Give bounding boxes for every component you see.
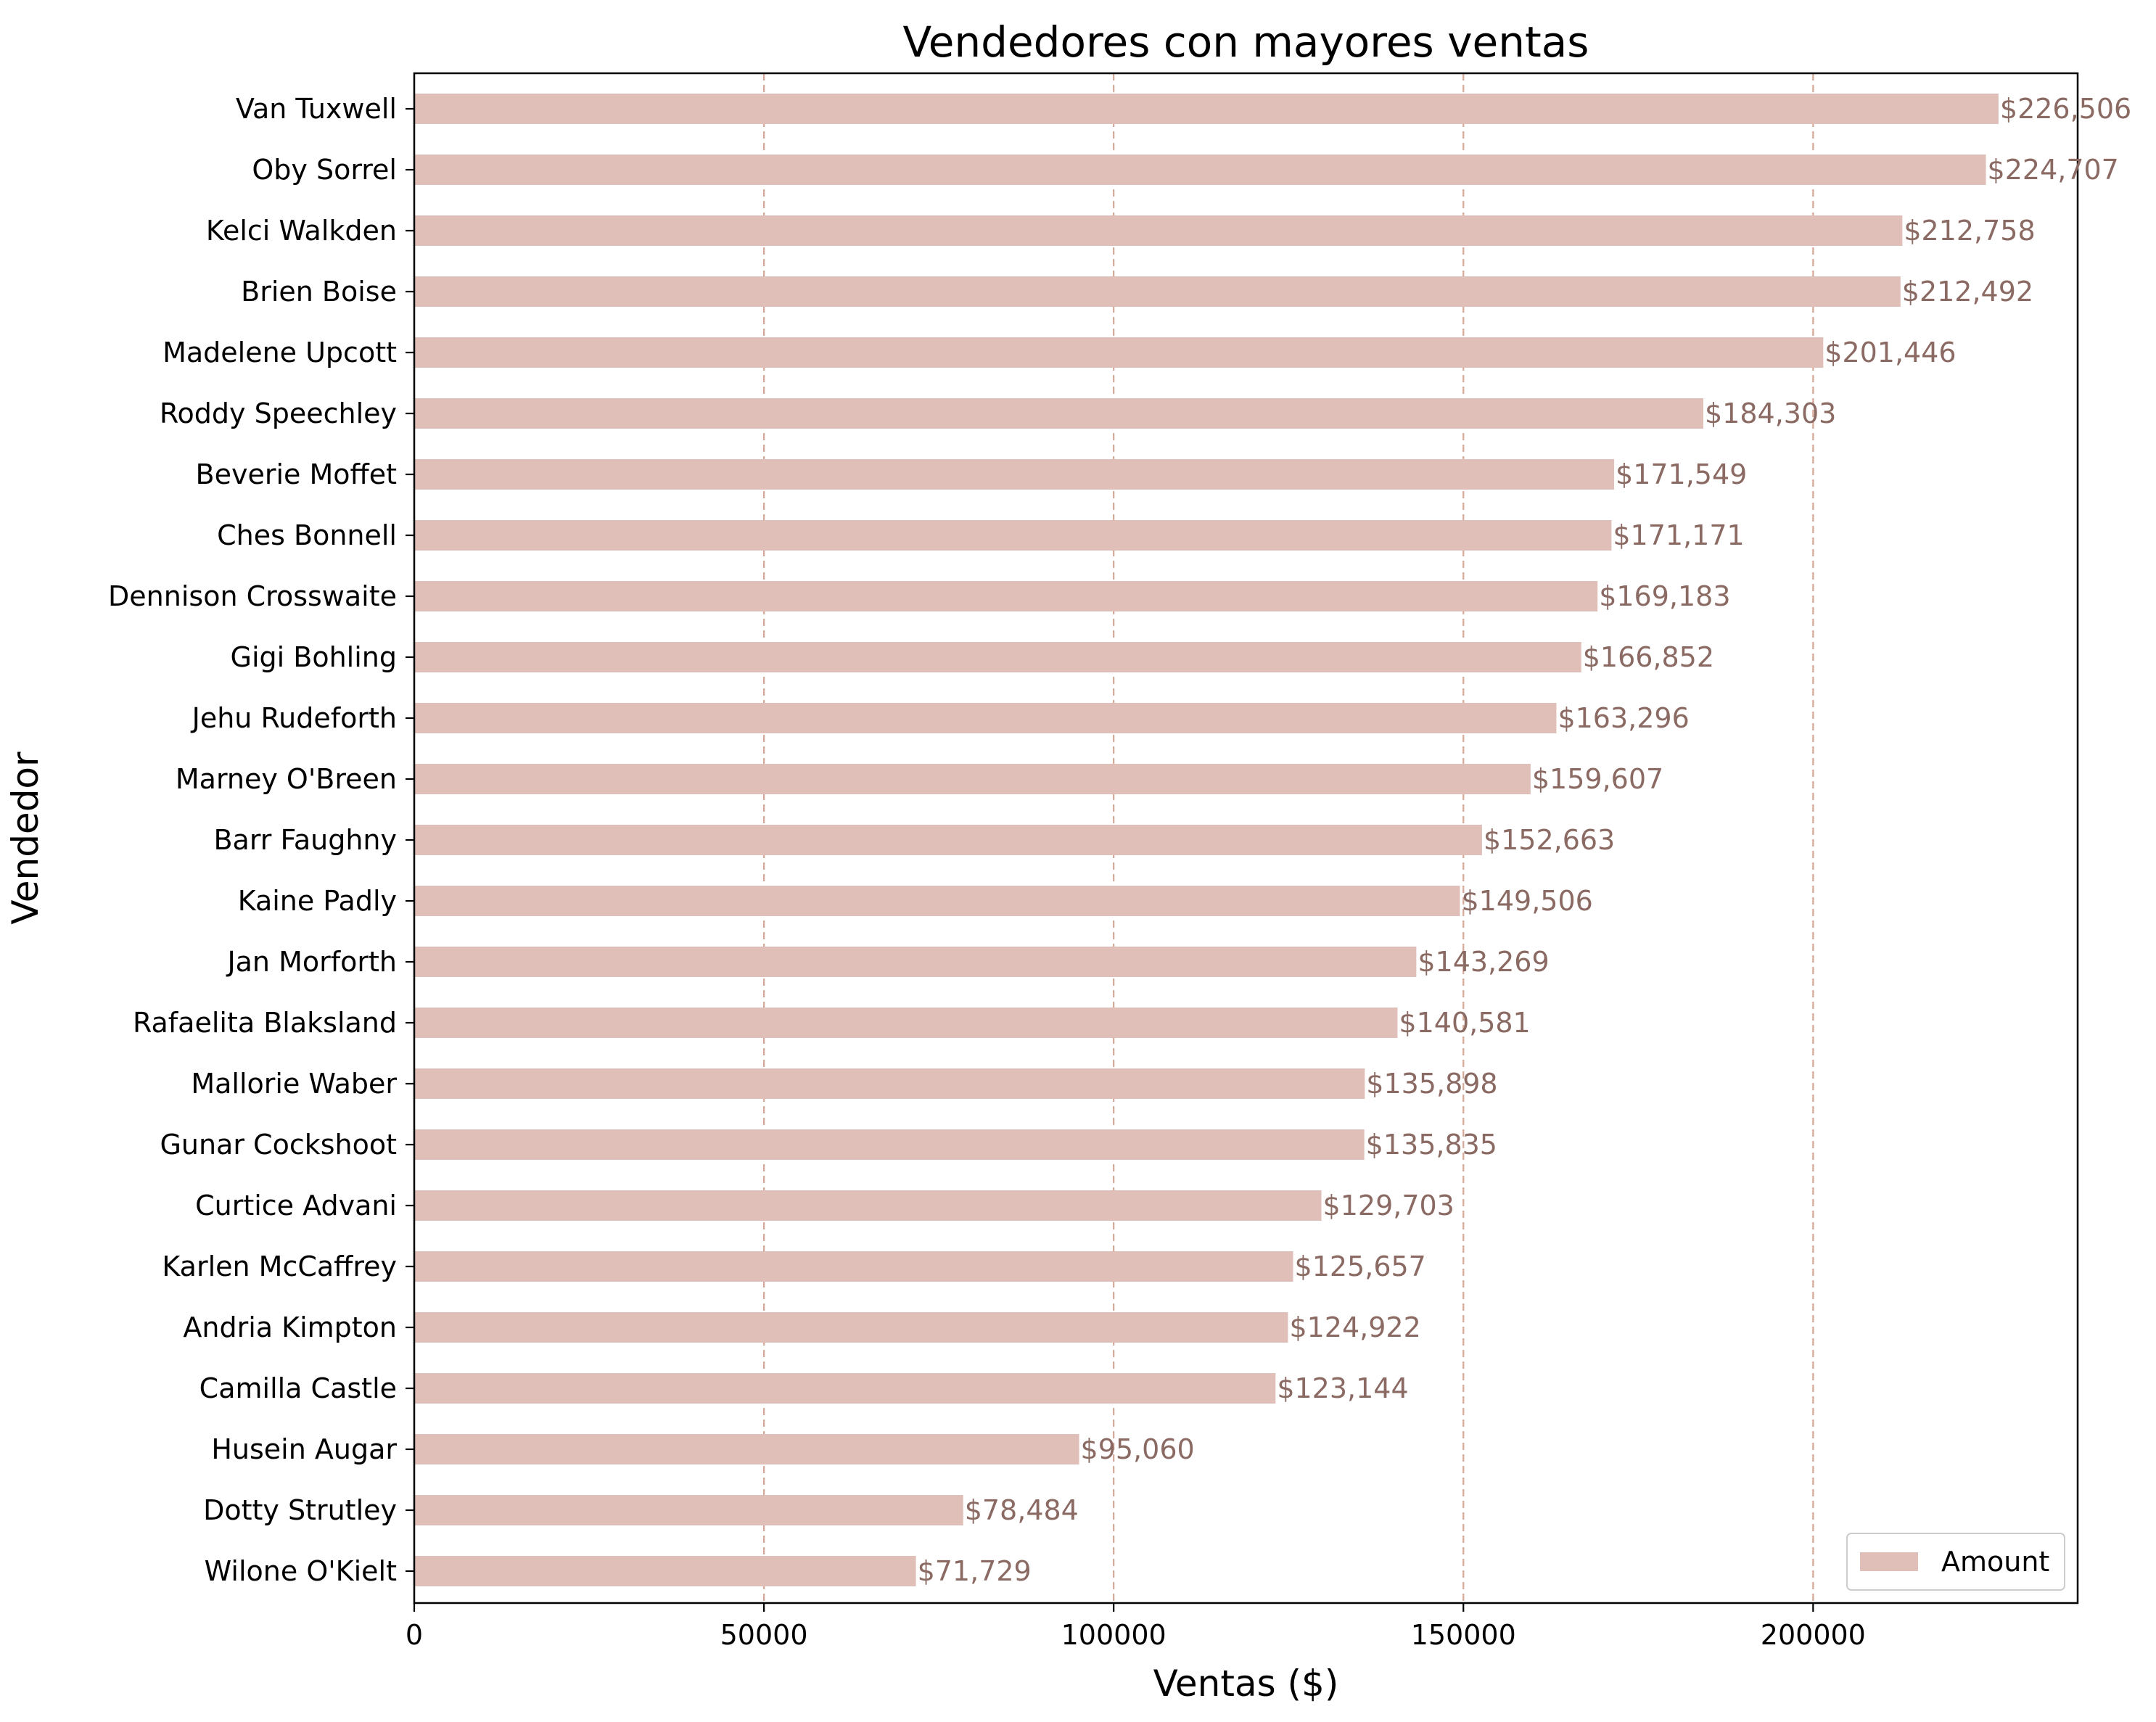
- bars: [414, 94, 1999, 1586]
- bar-20: [414, 1312, 1288, 1343]
- category-label-16: Mallorie Waber: [191, 1068, 397, 1100]
- value-label-20: $124,922: [1289, 1311, 1420, 1343]
- bar-14: [414, 947, 1417, 977]
- value-label-4: $201,446: [1824, 337, 1956, 368]
- bar-1: [414, 155, 1986, 185]
- x-tick-label-0: 0: [406, 1619, 423, 1651]
- bar-23: [414, 1495, 963, 1525]
- value-label-16: $135,898: [1366, 1068, 1497, 1100]
- value-label-0: $226,506: [2000, 93, 2131, 125]
- category-label-6: Beverie Moffet: [196, 458, 397, 490]
- value-label-2: $212,758: [1904, 215, 2035, 247]
- category-label-22: Husein Augar: [211, 1433, 397, 1465]
- legend-box: [1846, 1533, 2065, 1591]
- bar-4: [414, 337, 1824, 368]
- x-tick-label-1: 50000: [720, 1619, 808, 1651]
- category-label-23: Dotty Strutley: [203, 1494, 397, 1526]
- y-axis-label: Vendedor: [4, 751, 46, 925]
- category-label-11: Marney O'Breen: [176, 763, 397, 795]
- y-ticks: Van Tuxwell Oby Sorrel Kelci Walkden Brien …: [108, 93, 414, 1587]
- value-label-6: $171,549: [1616, 458, 1747, 490]
- value-label-14: $143,269: [1418, 946, 1549, 978]
- category-label-10: Jehu Rudeforth: [191, 702, 397, 734]
- chart-title: Vendedores con mayores ventas: [903, 17, 1589, 67]
- category-label-24: Wilone O'Kielt: [205, 1555, 397, 1587]
- bar-9: [414, 642, 1581, 672]
- bar-3: [414, 276, 1901, 307]
- value-label-18: $129,703: [1323, 1190, 1455, 1222]
- value-label-15: $140,581: [1399, 1007, 1530, 1039]
- category-label-21: Camilla Castle: [199, 1372, 397, 1404]
- bar-0: [414, 94, 1999, 124]
- value-label-13: $149,506: [1461, 885, 1592, 917]
- value-label-17: $135,835: [1366, 1129, 1497, 1161]
- value-label-22: $95,060: [1081, 1433, 1195, 1465]
- bar-17: [414, 1129, 1365, 1160]
- legend-entry-amount: Amount: [1941, 1546, 2049, 1578]
- bar-13: [414, 886, 1460, 916]
- category-label-15: Rafaelita Blaksland: [133, 1007, 397, 1039]
- value-label-1: $224,707: [1988, 154, 2119, 186]
- bar-19: [414, 1251, 1293, 1282]
- value-labels: $226,506 $224,707 $212,758 $212,492 $201,446…: [918, 93, 2132, 1587]
- value-label-3: $212,492: [1902, 276, 2033, 308]
- x-axis-label: Ventas ($): [1153, 1663, 1339, 1705]
- category-label-18: Curtice Advani: [195, 1190, 397, 1222]
- value-label-23: $78,484: [965, 1494, 1079, 1526]
- bar-21: [414, 1373, 1276, 1404]
- value-label-8: $169,183: [1599, 580, 1730, 612]
- legend-swatch: [1860, 1552, 1918, 1571]
- category-label-2: Kelci Walkden: [206, 215, 397, 247]
- category-label-14: Jan Morforth: [226, 946, 397, 978]
- bar-10: [414, 703, 1557, 733]
- value-label-11: $159,607: [1532, 763, 1663, 795]
- category-label-1: Oby Sorrel: [252, 154, 397, 186]
- value-label-5: $184,303: [1705, 397, 1836, 429]
- value-label-21: $123,144: [1277, 1372, 1408, 1404]
- bar-2: [414, 215, 1903, 246]
- category-label-3: Brien Boise: [241, 276, 397, 308]
- bar-15: [414, 1008, 1398, 1038]
- value-label-24: $71,729: [918, 1555, 1032, 1587]
- plot-frame: [413, 72, 2079, 1604]
- bar-11: [414, 764, 1531, 794]
- x-tick-label-4: 200000: [1761, 1619, 1866, 1651]
- bar-18: [414, 1190, 1322, 1221]
- category-label-5: Roddy Speechley: [160, 397, 397, 429]
- category-label-7: Ches Bonnell: [217, 519, 397, 551]
- legend: Amount: [1846, 1533, 2065, 1591]
- value-label-9: $166,852: [1583, 641, 1714, 673]
- category-label-8: Dennison Crosswaite: [108, 580, 397, 612]
- value-label-19: $125,657: [1295, 1251, 1426, 1282]
- bar-6: [414, 459, 1615, 490]
- value-label-12: $152,663: [1484, 824, 1615, 856]
- x-tick-label-2: 100000: [1061, 1619, 1167, 1651]
- category-label-4: Madelene Upcott: [162, 337, 397, 368]
- category-label-9: Gigi Bohling: [231, 641, 397, 673]
- x-ticks: 0 50000 100000 150000 200000: [406, 1603, 1866, 1651]
- category-label-12: Barr Faughny: [213, 824, 397, 856]
- bar-12: [414, 825, 1482, 855]
- category-label-20: Andria Kimpton: [183, 1311, 397, 1343]
- category-label-13: Kaine Padly: [238, 885, 397, 917]
- category-label-17: Gunar Cockshoot: [160, 1129, 397, 1161]
- bar-22: [414, 1434, 1079, 1464]
- bar-5: [414, 398, 1703, 429]
- value-label-7: $171,171: [1613, 519, 1744, 551]
- bar-24: [414, 1556, 916, 1586]
- category-label-0: Van Tuxwell: [236, 93, 397, 125]
- x-tick-label-3: 150000: [1411, 1619, 1516, 1651]
- category-label-19: Karlen McCaffrey: [162, 1251, 397, 1282]
- value-label-10: $163,296: [1558, 702, 1689, 734]
- bar-8: [414, 581, 1598, 611]
- bar-16: [414, 1068, 1365, 1099]
- bar-7: [414, 520, 1612, 551]
